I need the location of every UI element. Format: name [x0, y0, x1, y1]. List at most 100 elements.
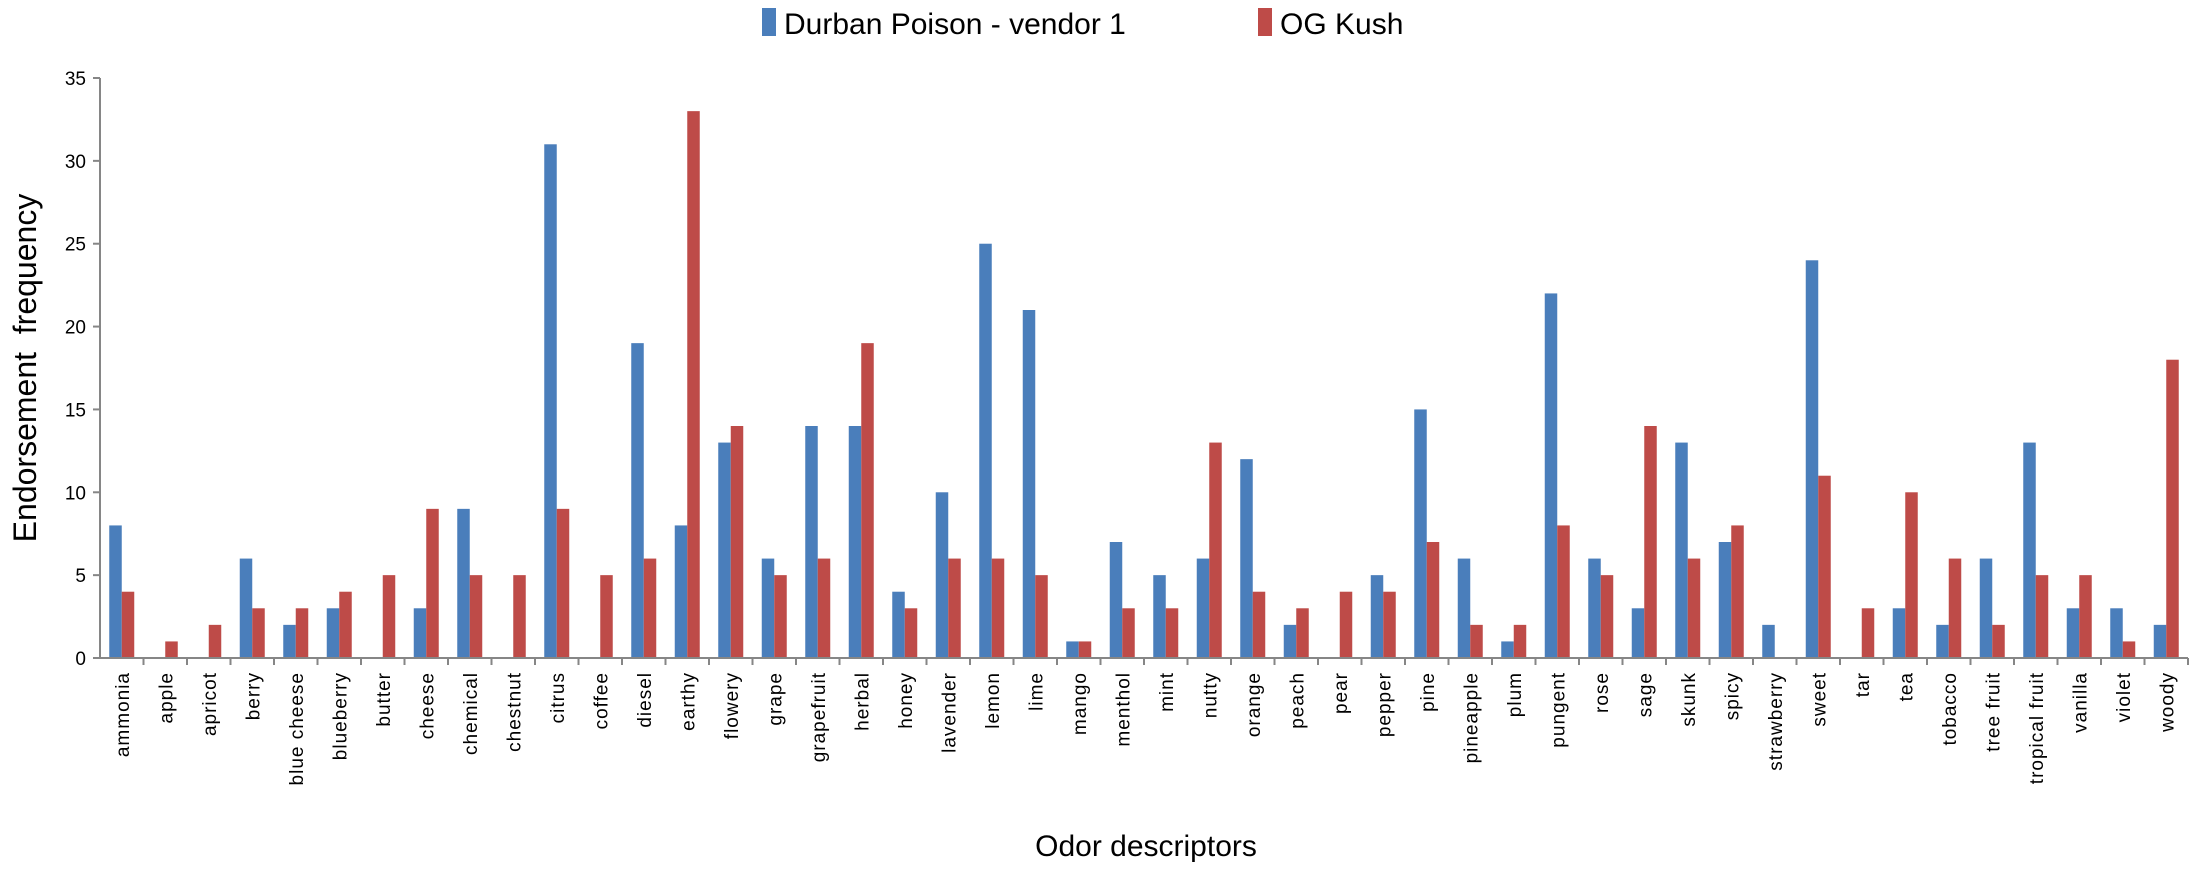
x-tick-label: grape: [765, 672, 786, 726]
x-tick-label: grapefruit: [809, 672, 830, 762]
bar-durban-poison-berry: [239, 558, 253, 658]
bar-og-kush-pine: [1426, 542, 1440, 658]
bar-durban-poison-herbal: [848, 426, 862, 658]
bar-og-kush-ammonia: [121, 591, 135, 658]
bar-og-kush-pepper: [1383, 591, 1396, 658]
bar-og-kush-vanilla: [2079, 575, 2092, 658]
bar-durban-poison-skunk: [1675, 442, 1688, 658]
bar-og-kush-flowery: [730, 426, 744, 658]
bar-og-kush-honey: [904, 608, 918, 658]
bar-durban-poison-pungent: [1544, 293, 1558, 658]
y-tick-label: 20: [65, 318, 86, 339]
bar-og-kush-spicy: [1731, 525, 1744, 658]
x-tick-label: tree fruit: [1983, 672, 2004, 752]
x-tick-label: lemon: [983, 672, 1004, 729]
bar-durban-poison-tree-fruit: [1979, 558, 1993, 658]
x-tick-label: pepper: [1374, 672, 1395, 737]
legend-label-og-kush: OG Kush: [1280, 8, 1403, 41]
x-tick-label: woody: [2157, 672, 2178, 733]
y-tick-label: 25: [65, 235, 86, 256]
bar-og-kush-rose: [1600, 575, 1614, 658]
bar-og-kush-blue-cheese: [295, 608, 309, 658]
bar-durban-poison-spicy: [1718, 542, 1732, 658]
bar-durban-poison-mango: [1066, 641, 1079, 658]
x-tick-label: sweet: [1809, 672, 1830, 727]
x-tick-label: sage: [1635, 672, 1656, 717]
bar-og-kush-earthy: [687, 111, 700, 658]
x-tick-label: chestnut: [504, 672, 525, 752]
x-axis-title: Odor descriptors: [1035, 830, 1257, 863]
x-tick-label: citrus: [548, 672, 569, 723]
x-tick-label: apricot: [200, 672, 221, 736]
legend: Durban Poison - vendor 1 OG Kush: [762, 8, 1403, 41]
bar-durban-poison-mint: [1153, 575, 1166, 658]
x-tick-label: honey: [896, 672, 917, 729]
legend-swatch-durban-poison: [762, 8, 776, 36]
bar-og-kush-violet: [2122, 641, 2136, 658]
y-tick-label: 5: [75, 566, 86, 587]
bar-durban-poison-grape: [761, 558, 775, 658]
x-tick-label: pine: [1418, 672, 1439, 712]
y-tick-label: 35: [65, 69, 86, 90]
bar-og-kush-tar: [1861, 608, 1875, 658]
bar-durban-poison-strawberry: [1762, 624, 1775, 658]
bar-og-kush-pear: [1339, 591, 1353, 658]
bar-og-kush-plum: [1513, 624, 1527, 658]
x-tick-label: earthy: [678, 672, 699, 731]
x-tick-label: mint: [1157, 672, 1178, 712]
bar-og-kush-sage: [1644, 426, 1657, 658]
x-tick-label: butter: [374, 672, 395, 727]
bar-og-kush-orange: [1252, 591, 1266, 658]
bar-og-kush-sweet: [1818, 475, 1831, 658]
x-tick-label: ammonia: [113, 672, 134, 757]
x-tick-label: lime: [1026, 672, 1047, 711]
x-tick-label: vanilla: [2070, 672, 2091, 733]
bar-durban-poison-diesel: [631, 343, 644, 658]
x-tick-label: blue cheese: [287, 672, 308, 785]
x-tick-label: spicy: [1722, 672, 1743, 720]
bar-og-kush-peach: [1296, 608, 1309, 658]
bar-durban-poison-sweet: [1805, 260, 1819, 658]
bar-durban-poison-pepper: [1370, 575, 1384, 658]
bar-durban-poison-sage: [1631, 608, 1645, 658]
bar-durban-poison-menthol: [1109, 542, 1123, 658]
bar-og-kush-chestnut: [513, 575, 526, 658]
bar-og-kush-tobacco: [1948, 558, 1962, 658]
bar-durban-poison-rose: [1588, 558, 1601, 658]
bar-og-kush-mango: [1078, 641, 1092, 658]
bar-og-kush-lemon: [991, 558, 1005, 658]
bar-durban-poison-grapefruit: [805, 426, 818, 658]
x-tick-label: berry: [243, 672, 264, 720]
x-tick-label: pungent: [1548, 672, 1569, 748]
bar-durban-poison-peach: [1283, 624, 1297, 658]
x-tick-label: strawberry: [1766, 672, 1787, 771]
bar-durban-poison-lemon: [979, 243, 992, 658]
x-tick-label: violet: [2114, 672, 2135, 722]
bar-og-kush-coffee: [600, 575, 613, 658]
x-tick-label: pear: [1331, 672, 1352, 714]
bar-durban-poison-earthy: [674, 525, 688, 658]
x-tick-label: flowery: [722, 672, 743, 739]
x-tick-label: tropical fruit: [2027, 672, 2048, 784]
legend-label-durban-poison: Durban Poison - vendor 1: [784, 8, 1126, 41]
bar-durban-poison-nutty: [1196, 558, 1210, 658]
x-tick-label: rose: [1592, 672, 1613, 713]
y-tick-label: 30: [65, 152, 86, 173]
bar-durban-poison-blueberry: [326, 608, 340, 658]
bar-durban-poison-pine: [1414, 409, 1427, 658]
x-tick-label: blueberry: [330, 672, 351, 760]
bar-og-kush-menthol: [1122, 608, 1135, 658]
bar-durban-poison-violet: [2110, 608, 2123, 658]
bar-durban-poison-lime: [1022, 310, 1036, 658]
bar-og-kush-apple: [165, 641, 178, 658]
bar-durban-poison-chemical: [457, 508, 470, 658]
x-tick-label: skunk: [1679, 672, 1700, 727]
x-tick-label: tobacco: [1940, 672, 1961, 746]
y-tick-label: 10: [65, 483, 86, 504]
bar-durban-poison-ammonia: [109, 525, 122, 658]
bar-og-kush-butter: [382, 575, 396, 658]
bar-og-kush-herbal: [861, 343, 874, 658]
x-tick-label: tar: [1853, 672, 1874, 697]
bar-durban-poison-tobacco: [1936, 624, 1949, 658]
